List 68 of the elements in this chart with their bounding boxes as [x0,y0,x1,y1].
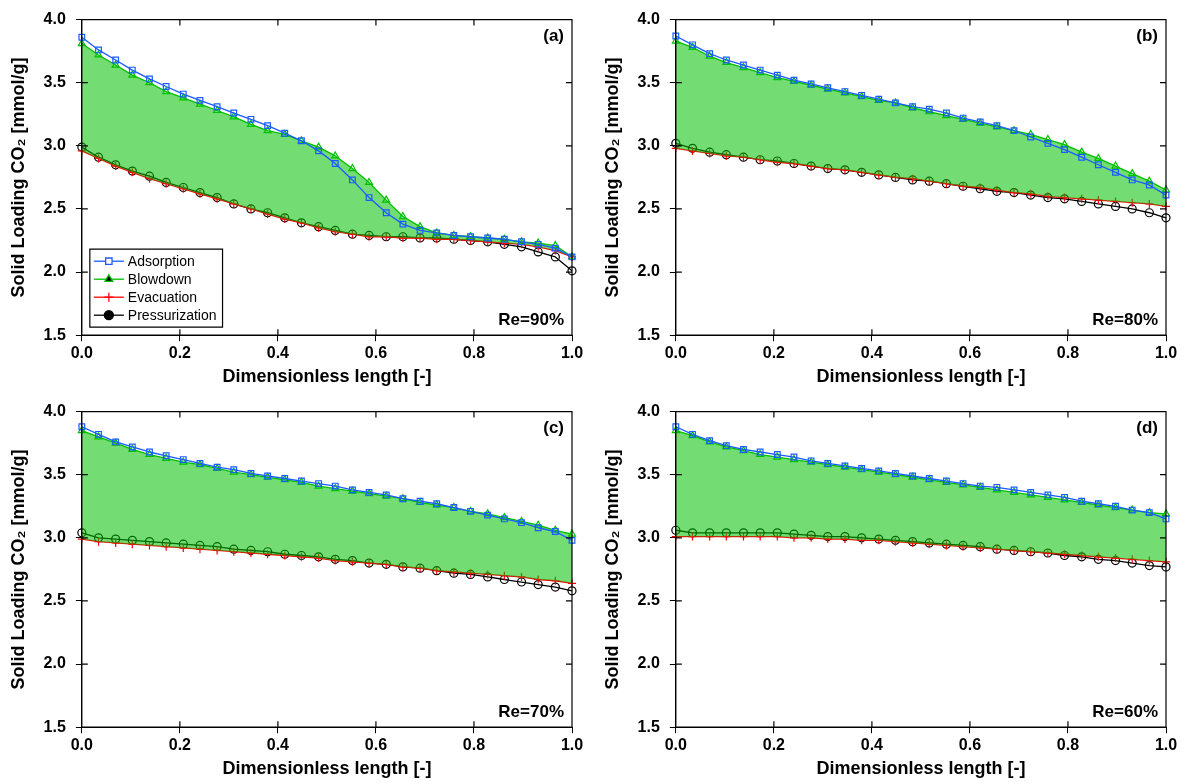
x-tick-label: 0.0 [664,736,688,754]
y-tick-label: 1.5 [43,717,66,735]
x-tick-label: 1.0 [560,344,584,362]
x-tick-label: 0.0 [664,344,688,362]
x-tick-label: 0.6 [958,736,982,754]
y-tick-label: 2.0 [637,262,660,280]
y-tick-label: 4.0 [43,402,66,420]
x-axis-title: Dimensionless length [-] [222,366,432,387]
legend-label: Pressurization [127,307,217,324]
annotation: (a) [543,25,564,45]
x-tick-label: 0.0 [70,344,94,362]
y-tick-label: 2.0 [43,262,66,280]
x-tick-label: 0.8 [1056,344,1080,362]
x-axis-title: Dimensionless length [-] [816,366,1026,387]
y-tick-label: 2.5 [43,591,66,609]
x-axis-title: Dimensionless length [-] [816,758,1026,779]
x-tick-label: 0.4 [266,736,290,754]
legend-label: Blowdown [127,271,192,288]
annotation: Re=60% [1092,702,1158,722]
x-axis-title: Dimensionless length [-] [222,758,432,779]
y-tick-label: 4.0 [637,10,660,28]
x-tick-label: 0.4 [266,344,290,362]
x-tick-label: 0.0 [70,736,94,754]
y-tick-label: 3.5 [637,73,660,91]
x-tick-label: 0.8 [1056,736,1080,754]
annotation: Re=90% [498,310,564,330]
y-tick-label: 2.0 [43,654,66,672]
x-tick-label: 1.0 [1154,736,1178,754]
annotation: (b) [1136,25,1158,45]
y-tick-label: 3.0 [43,136,66,154]
x-tick-label: 0.6 [958,344,982,362]
x-tick-label: 1.0 [1154,344,1178,362]
x-tick-label: 0.6 [364,736,388,754]
annotation: Re=80% [1092,310,1158,330]
y-axis-title: Solid Loading CO₂ [mmol/g] [7,449,28,690]
y-tick-label: 4.0 [43,10,66,28]
y-tick-label: 1.5 [637,325,660,343]
y-tick-label: 3.5 [43,73,66,91]
x-tick-label: 1.0 [560,736,584,754]
y-tick-label: 1.5 [637,717,660,735]
x-tick-label: 0.6 [364,344,388,362]
y-tick-label: 3.5 [43,465,66,483]
y-axis-title: Solid Loading CO₂ [mmol/g] [7,57,28,298]
y-tick-label: 3.0 [637,528,660,546]
x-tick-label: 0.8 [462,736,486,754]
annotation: Re=70% [498,702,564,722]
y-tick-label: 2.5 [43,199,66,217]
x-tick-label: 0.2 [762,344,786,362]
y-axis-title: Solid Loading CO₂ [mmol/g] [601,449,622,690]
y-axis-title: Solid Loading CO₂ [mmol/g] [601,57,622,298]
y-tick-label: 2.0 [637,654,660,672]
x-tick-label: 0.2 [762,736,786,754]
x-tick-label: 0.4 [860,344,884,362]
annotation: (c) [543,417,564,437]
x-tick-label: 0.2 [168,736,192,754]
y-tick-label: 1.5 [43,325,66,343]
y-tick-label: 2.5 [637,199,660,217]
y-tick-label: 3.0 [43,528,66,546]
annotation: (d) [1136,417,1158,437]
x-tick-label: 0.4 [860,736,884,754]
legend-label: Adsorption [127,253,195,270]
x-tick-label: 0.2 [168,344,192,362]
y-tick-label: 4.0 [637,402,660,420]
y-tick-label: 3.0 [637,136,660,154]
y-tick-label: 2.5 [637,591,660,609]
y-tick-label: 3.5 [637,465,660,483]
x-tick-label: 0.8 [462,344,486,362]
legend-label: Evacuation [127,289,198,306]
